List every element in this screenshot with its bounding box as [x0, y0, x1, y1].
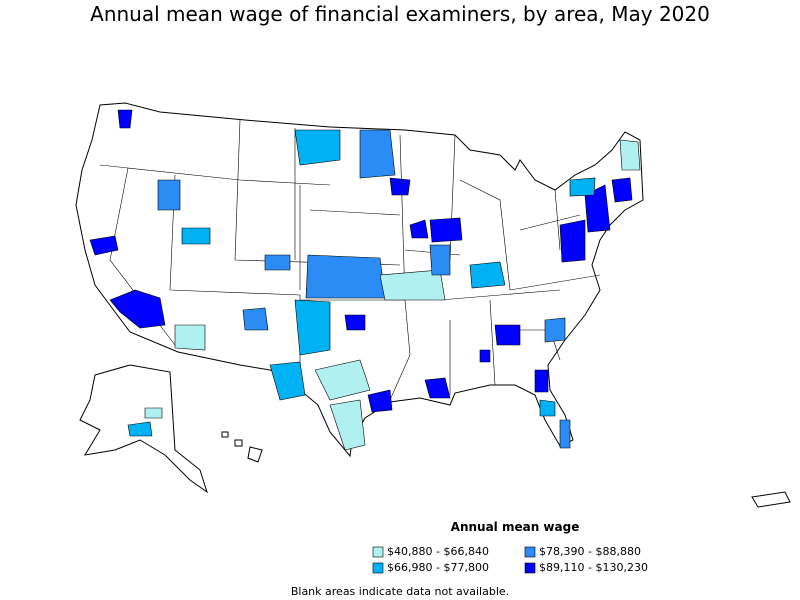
legend-swatch [372, 546, 384, 558]
legend-label: $66,980 - $77,800 [387, 561, 489, 574]
legend-label: $89,110 - $130,230 [539, 561, 648, 574]
wage-area [539, 399, 556, 417]
wage-area [174, 324, 206, 351]
wage-areas [89, 109, 641, 451]
wage-area [619, 139, 641, 171]
wage-area [379, 269, 446, 301]
wage-area [294, 129, 341, 166]
wage-area [144, 407, 163, 419]
wage-area [314, 359, 371, 401]
legend-swatch [524, 562, 536, 574]
wage-area [264, 254, 291, 271]
wage-area [559, 219, 586, 263]
wage-area [424, 377, 451, 399]
wage-area [544, 317, 566, 343]
wage-area [294, 299, 331, 356]
outlying-areas [79, 364, 791, 508]
legend-swatch [372, 562, 384, 574]
wage-area [569, 177, 596, 197]
legend-label: $40,880 - $66,840 [387, 545, 489, 558]
wage-area [584, 184, 611, 233]
legend-title: Annual mean wage [451, 520, 580, 534]
wage-area [344, 314, 366, 331]
wage-area [109, 289, 166, 329]
wage-area [611, 177, 633, 203]
wage-area [181, 227, 211, 245]
wage-area [305, 254, 386, 299]
hawaii-outline [221, 431, 263, 463]
legend-swatch [524, 546, 536, 558]
wage-area [479, 349, 491, 363]
wage-area [559, 419, 571, 449]
wage-area [89, 235, 119, 256]
wage-area [157, 179, 181, 211]
wage-area [359, 129, 396, 179]
legend-label: $78,390 - $88,880 [539, 545, 641, 558]
wage-area [117, 109, 133, 129]
puerto-rico-outline [751, 491, 791, 508]
wage-area [534, 369, 549, 393]
wage-area [127, 421, 153, 437]
wage-area [242, 307, 269, 331]
footnote: Blank areas indicate data not available. [291, 585, 509, 598]
wage-area [367, 389, 393, 413]
map-title: Annual mean wage of financial examiners,… [90, 2, 710, 26]
wage-area [429, 217, 463, 243]
wage-area [329, 399, 366, 451]
wage-area [389, 177, 411, 196]
wage-area [494, 324, 521, 346]
wage-area [269, 361, 306, 401]
wage-area [409, 219, 429, 239]
wage-area [429, 244, 451, 276]
legend: Annual mean wage $40,880 - $66,840 $66,98… [372, 520, 648, 574]
wage-area [469, 261, 506, 289]
